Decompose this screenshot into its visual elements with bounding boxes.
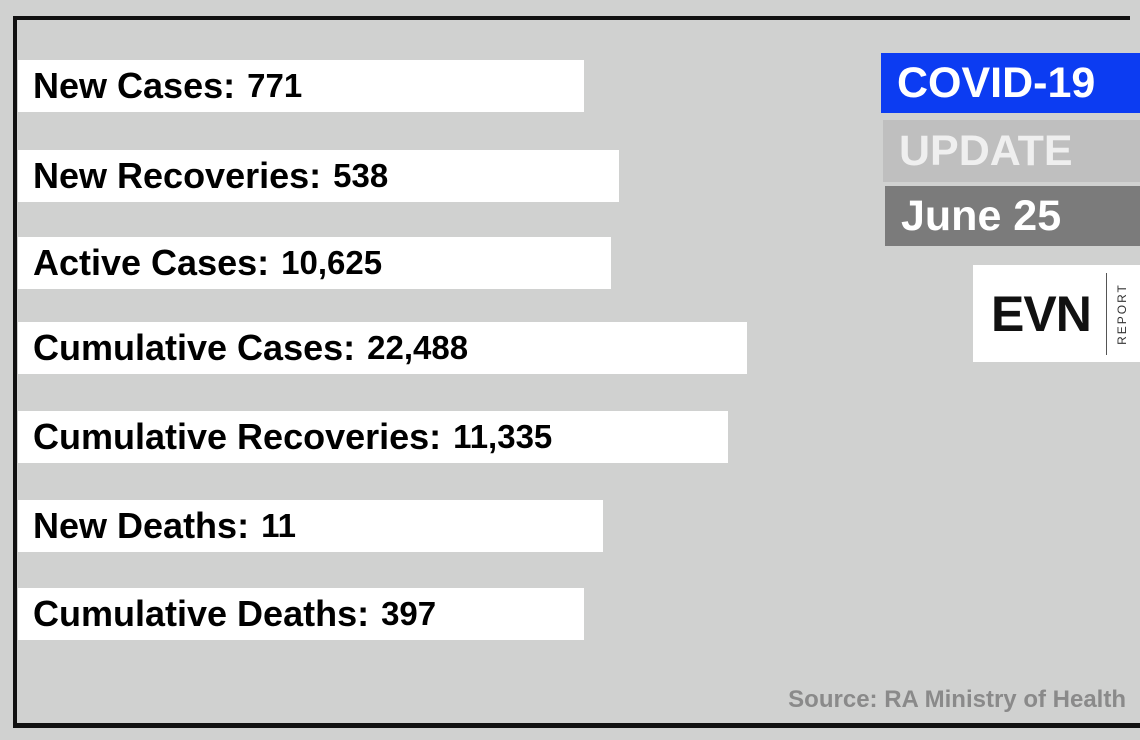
subtitle: UPDATE: [899, 126, 1073, 175]
stat-value: 771: [247, 67, 303, 104]
stat-label: New Deaths:: [33, 505, 250, 546]
stat-label: Cumulative Recoveries:: [33, 416, 442, 457]
title: COVID-19: [897, 58, 1096, 107]
frame-bottom: [13, 723, 1140, 728]
logo-name: EVN: [991, 286, 1092, 342]
title-box: COVID-19: [881, 53, 1140, 113]
logo-tag: REPORT: [1115, 283, 1129, 345]
stat-row: New Recoveries: 538: [18, 150, 619, 202]
stat-value: 11,335: [453, 418, 553, 455]
stat-label: Cumulative Deaths:: [33, 593, 370, 634]
stat-row: Cumulative Deaths: 397: [18, 588, 584, 640]
stat-row: Active Cases: 10,625: [18, 237, 611, 289]
subtitle-box: UPDATE: [883, 120, 1140, 182]
stat-row: New Cases: 771: [18, 60, 584, 112]
stat-value: 10,625: [281, 244, 383, 281]
stat-row: Cumulative Cases: 22,488: [18, 322, 747, 374]
logo: EVN REPORT: [973, 265, 1140, 362]
date: June 25: [901, 191, 1062, 240]
stat-value: 397: [381, 595, 437, 632]
stat-label: Cumulative Cases:: [33, 327, 356, 368]
stat-label: New Recoveries:: [33, 155, 322, 196]
stat-row: New Deaths: 11: [18, 500, 603, 552]
frame-top: [14, 16, 1130, 20]
stat-value: 11: [261, 507, 296, 544]
logo-divider: [1106, 273, 1107, 355]
source: Source: RA Ministry of Health: [788, 686, 1126, 713]
stat-value: 538: [333, 157, 389, 194]
stat-row: Cumulative Recoveries: 11,335: [18, 411, 728, 463]
stat-label: Active Cases:: [33, 242, 270, 283]
date-box: June 25: [885, 186, 1140, 246]
stat-label: New Cases:: [33, 65, 236, 106]
stat-value: 22,488: [367, 329, 469, 366]
frame-left: [13, 16, 17, 728]
